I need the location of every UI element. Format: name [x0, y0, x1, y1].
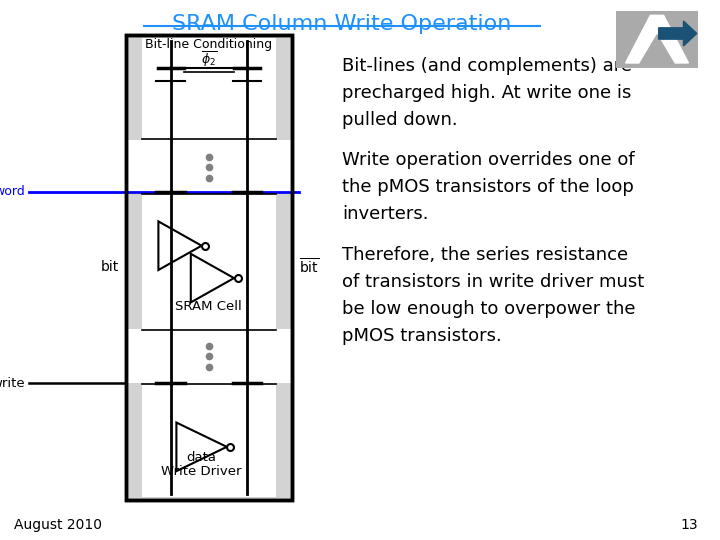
Text: Bit-lines (and complements) are: Bit-lines (and complements) are [342, 57, 632, 75]
Text: 13: 13 [681, 518, 698, 532]
Text: word: word [0, 185, 25, 198]
Bar [126, 35, 292, 500]
Bar [142, 38, 276, 140]
Text: bit: bit [101, 260, 119, 274]
Polygon shape [626, 15, 688, 63]
Text: data: data [186, 451, 217, 464]
Text: Write operation overrides one of: Write operation overrides one of [342, 151, 634, 169]
Bar [142, 38, 276, 497]
Text: $\overline{\mathrm{bit}}$: $\overline{\mathrm{bit}}$ [299, 258, 319, 277]
Bar [126, 383, 292, 500]
Bar [126, 35, 292, 140]
Bar [142, 194, 276, 329]
Text: pulled down.: pulled down. [342, 111, 458, 129]
Text: be low enough to overpower the: be low enough to overpower the [342, 300, 636, 318]
Text: $\overline{\phi_2}$: $\overline{\phi_2}$ [201, 49, 217, 69]
Text: pMOS transistors.: pMOS transistors. [342, 327, 502, 345]
Text: inverters.: inverters. [342, 205, 428, 223]
Text: write: write [0, 377, 25, 390]
Text: SRAM Column Write Operation: SRAM Column Write Operation [172, 14, 512, 33]
Bar [142, 383, 276, 497]
Polygon shape [659, 21, 697, 46]
Text: Therefore, the series resistance: Therefore, the series resistance [342, 246, 628, 264]
Text: precharged high. At write one is: precharged high. At write one is [342, 84, 631, 102]
Bar [126, 35, 292, 500]
Text: Bit-line Conditioning: Bit-line Conditioning [145, 38, 272, 51]
Bar [126, 194, 292, 329]
Text: SRAM Cell: SRAM Cell [176, 300, 242, 313]
Text: Write Driver: Write Driver [161, 465, 242, 478]
Text: the pMOS transistors of the loop: the pMOS transistors of the loop [342, 178, 634, 196]
Text: of transistors in write driver must: of transistors in write driver must [342, 273, 644, 291]
Text: August 2010: August 2010 [14, 518, 102, 532]
